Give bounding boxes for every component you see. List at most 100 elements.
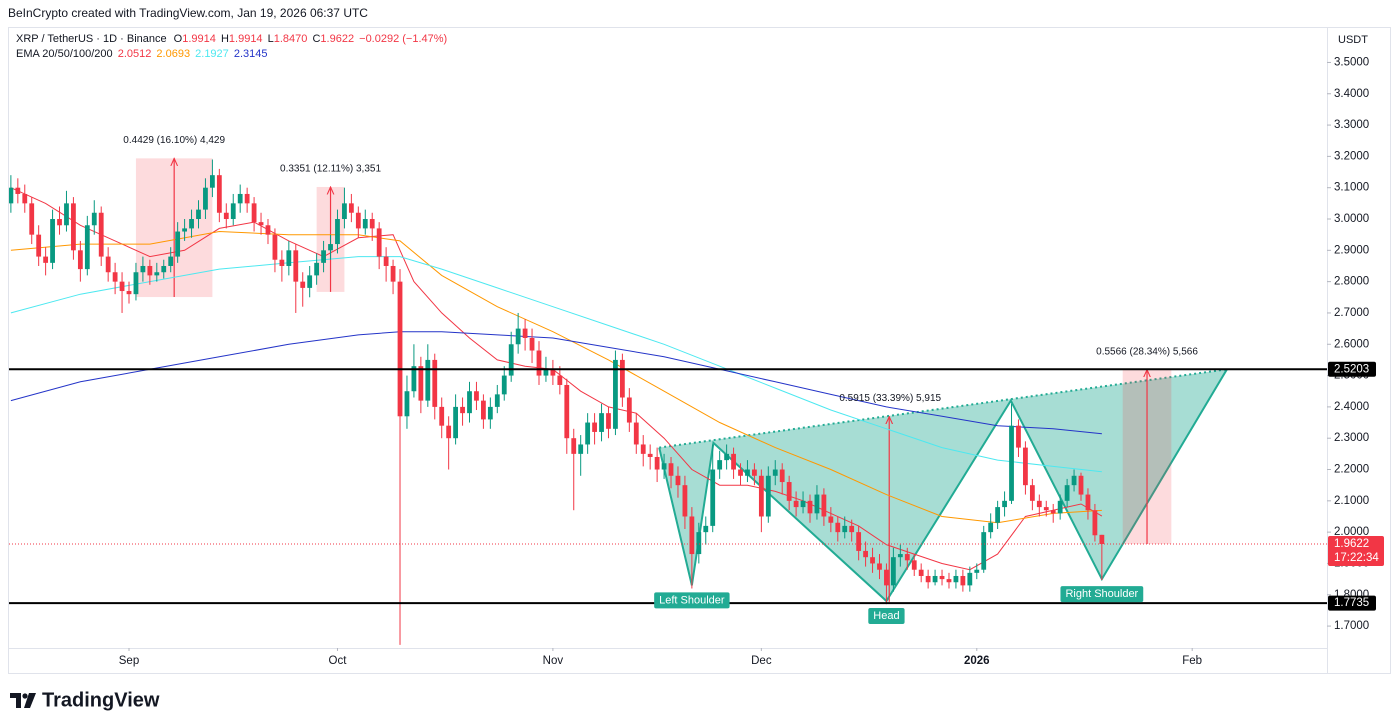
- candle-body: [752, 469, 757, 476]
- logo-mark: [22, 693, 28, 699]
- candle-body: [856, 532, 862, 551]
- candle-body: [98, 212, 104, 257]
- footer-logo: TradingView: [10, 689, 160, 711]
- candle-body: [800, 500, 806, 508]
- y-tick-label: 3.1000: [1334, 182, 1369, 194]
- candle-body: [682, 485, 688, 517]
- candle-body: [432, 359, 438, 407]
- candle-body: [932, 575, 938, 583]
- y-tick-label: 2.2000: [1334, 464, 1369, 476]
- candle-body: [613, 359, 618, 429]
- candle-body: [119, 281, 125, 292]
- y-tick-label: 3.2000: [1334, 150, 1369, 162]
- measure-label: 0.3351 (12.11%) 3,351: [280, 164, 381, 175]
- y-tick-label: 3.3000: [1334, 119, 1369, 131]
- candle-body: [29, 203, 35, 235]
- y-tick-label: 2.8000: [1334, 276, 1369, 288]
- candle-body: [668, 463, 674, 476]
- price-label-box: [1328, 535, 1384, 566]
- candle-body: [1029, 485, 1035, 501]
- pattern-label: Head: [873, 610, 899, 622]
- y-tick-label: 2.9000: [1334, 244, 1369, 256]
- candle-body: [689, 516, 695, 555]
- ohlc-value: 1.9914: [229, 33, 263, 45]
- candle-body: [209, 175, 215, 188]
- pattern-label-box: [1060, 586, 1144, 603]
- ohlc-name: C: [312, 33, 320, 45]
- candle-body: [745, 469, 750, 476]
- candle-body: [849, 525, 855, 533]
- candle-body: [640, 444, 646, 454]
- candle-body: [835, 522, 841, 533]
- candle-body: [279, 259, 285, 266]
- candle-body: [543, 369, 549, 376]
- candle-body: [321, 250, 326, 263]
- candle-body: [619, 359, 625, 398]
- brand: TradingView: [42, 689, 160, 711]
- candle-body: [237, 193, 243, 204]
- candle-body: [918, 569, 924, 576]
- ema-value: 2.3145: [234, 48, 268, 60]
- candle-body: [446, 425, 452, 439]
- candle-body: [216, 175, 222, 213]
- level-label-box: [1328, 361, 1376, 377]
- candle-body: [738, 469, 743, 476]
- ema-value: 2.1927: [195, 48, 229, 60]
- symbol: XRP / TetherUS · 1D · Binance: [16, 33, 167, 45]
- candle-body: [717, 460, 723, 470]
- candle-body: [974, 569, 980, 573]
- candle-body: [779, 469, 785, 483]
- candle-body: [501, 375, 507, 395]
- candle-body: [960, 575, 966, 586]
- ema-value: 2.0512: [118, 48, 152, 60]
- x-tick-label: Nov: [543, 655, 564, 667]
- y-tick-label: 2.7000: [1334, 307, 1369, 319]
- candle-body: [765, 475, 771, 517]
- candle-body: [286, 250, 292, 266]
- candle-body: [599, 413, 604, 432]
- candle-body: [300, 281, 306, 288]
- measure-label: 0.5915 (33.39%) 5,915: [839, 393, 941, 404]
- candle-body: [154, 272, 160, 276]
- measure-label: 0.4429 (16.10%) 4,429: [123, 135, 225, 146]
- credit: BeInCrypto created with TradingView.com,…: [8, 6, 368, 20]
- candle-body: [147, 265, 153, 276]
- candle-body: [988, 522, 994, 533]
- ohlc-value: 1.9914: [182, 33, 216, 45]
- candle-body: [258, 222, 264, 226]
- candle-body: [654, 456, 660, 470]
- pattern-label: Right Shoulder: [1065, 588, 1138, 600]
- candle-body: [390, 265, 396, 282]
- candle-body: [585, 422, 591, 445]
- axes: 1.70001.80001.90002.00002.10002.20002.30…: [119, 56, 1369, 667]
- candle-body: [348, 203, 354, 213]
- legend-ema: EMA 20/50/100/200 2.0512 2.0693 2.1927 2…: [16, 48, 268, 60]
- legend-ohlc: XRP / TetherUS · 1D · Binance O1.9914 H1…: [16, 33, 447, 45]
- ema-title: EMA 20/50/100/200: [16, 48, 113, 60]
- overlay: 0.4429 (16.10%) 4,429 0.3351 (12.11%) 3,3…: [123, 135, 1384, 625]
- candle-body: [494, 394, 500, 407]
- candle-body: [515, 328, 521, 345]
- y-tick-label: 3.5000: [1334, 56, 1369, 68]
- candle-body: [244, 193, 250, 204]
- candle-body: [1050, 510, 1056, 514]
- candle-body: [953, 575, 959, 583]
- candle-body: [15, 187, 21, 194]
- pattern-label-box: [868, 608, 905, 625]
- x-tick-label: Sep: [119, 655, 139, 667]
- candle-body: [550, 369, 556, 376]
- candle-body: [536, 350, 542, 376]
- x-tick-label: Oct: [329, 655, 348, 667]
- candle-body: [661, 463, 667, 470]
- candle-body: [939, 575, 945, 580]
- candle-body: [383, 256, 389, 266]
- candle-body: [626, 397, 632, 423]
- candle-body: [557, 375, 563, 385]
- ohlc-value: 1.9622: [320, 33, 354, 45]
- countdown: 17:22:34: [1334, 552, 1379, 564]
- candle-body: [105, 256, 111, 273]
- candle-body: [1099, 534, 1105, 544]
- candle-body: [793, 500, 799, 508]
- candle-body: [369, 219, 375, 229]
- level-label: 2.5203: [1334, 363, 1369, 375]
